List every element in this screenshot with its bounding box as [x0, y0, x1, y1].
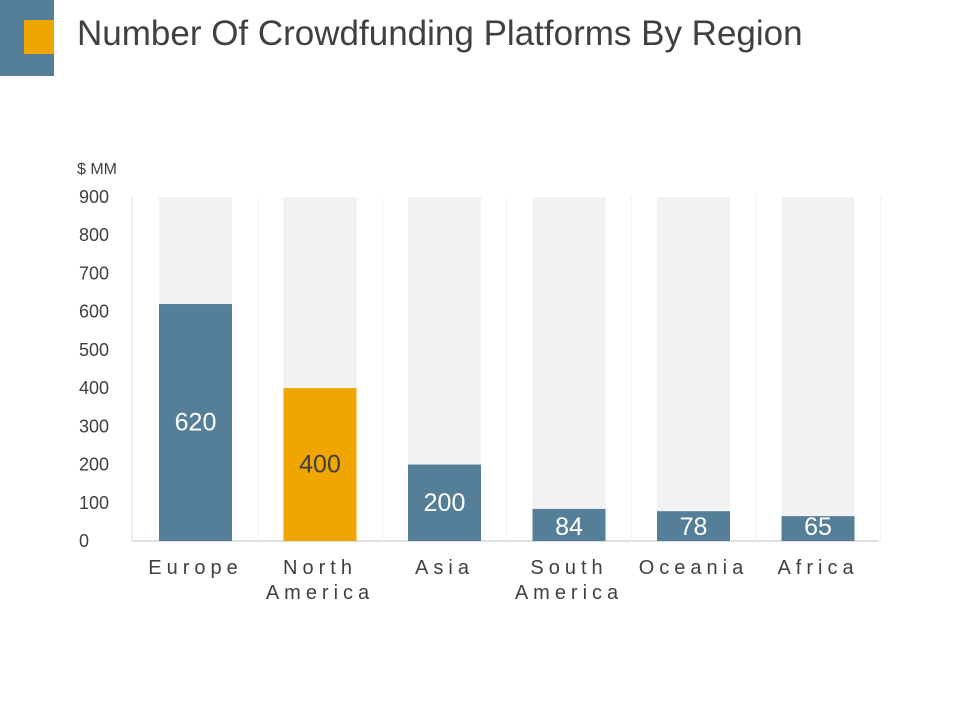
x-category-label: South [530, 557, 607, 579]
bar-value-label: 78 [680, 513, 708, 541]
x-category-label: North [283, 557, 357, 579]
x-category-label: America [266, 582, 374, 604]
x-category-label: Oceania [639, 557, 749, 579]
bar-value-label: 620 [175, 409, 217, 437]
y-tick-label: 500 [79, 340, 109, 360]
y-tick-label: 900 [79, 187, 109, 207]
y-tick-label: 0 [79, 531, 89, 551]
bar [781, 516, 855, 541]
bar [159, 304, 232, 541]
x-category-label: Europe [148, 557, 243, 579]
y-tick-label: 700 [79, 263, 109, 283]
bar [283, 388, 357, 541]
bar [657, 511, 730, 541]
y-tick-label: 300 [79, 416, 109, 436]
x-category-label: Africa [777, 557, 858, 579]
y-tick-label: 100 [79, 493, 109, 513]
bar-value-label: 400 [299, 451, 341, 479]
y-tick-label: 600 [79, 302, 109, 322]
title-accent-square [24, 20, 54, 54]
page-title: Number Of Crowdfunding Platforms By Regi… [77, 14, 803, 53]
bar-value-label: 200 [424, 489, 466, 517]
bar-value-label: 65 [804, 513, 832, 541]
bar [408, 464, 481, 541]
bar-track [532, 197, 606, 541]
x-category-label: Asia [415, 557, 474, 579]
bar-value-label: 84 [555, 513, 583, 541]
y-axis-unit-label: $ MM [77, 161, 117, 178]
bar-track [781, 197, 855, 541]
bar-track [657, 197, 730, 541]
y-tick-label: 200 [79, 455, 109, 475]
bar [532, 508, 606, 541]
x-category-label: America [515, 582, 623, 604]
y-tick-label: 800 [79, 225, 109, 245]
y-tick-label: 400 [79, 378, 109, 398]
